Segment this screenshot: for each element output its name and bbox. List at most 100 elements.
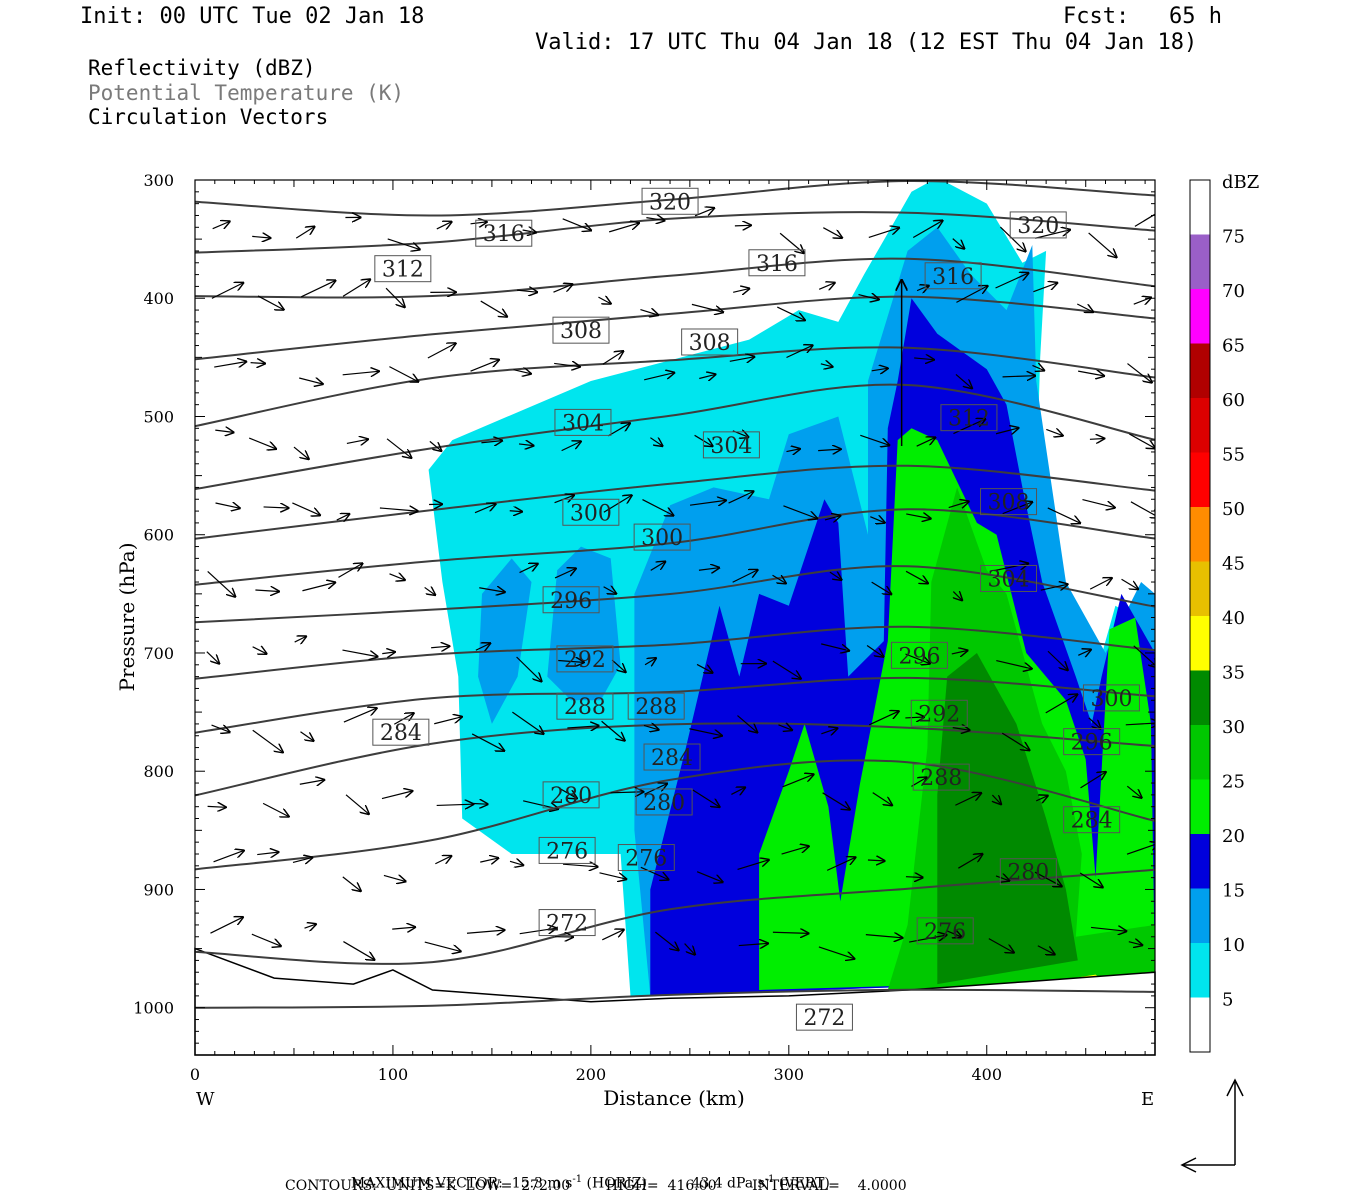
circulation-vector (207, 570, 235, 596)
circulation-vector (1045, 695, 1077, 714)
contour-label: 308 (980, 488, 1038, 516)
y-tick-label: 900 (143, 880, 174, 899)
colorbar-tick-label: 10 (1222, 935, 1245, 956)
circulation-vector (611, 659, 625, 672)
circulation-vector (858, 295, 878, 300)
contour-label: 304 (980, 564, 1038, 592)
contour-label-box (538, 909, 596, 937)
circulation-vector (1089, 578, 1111, 590)
contour-label-box (702, 431, 760, 459)
circulation-vector (602, 351, 623, 365)
circulation-vector (211, 283, 243, 299)
circulation-vector (509, 511, 522, 512)
circulation-vector (871, 581, 892, 594)
circulation-vector (608, 223, 639, 233)
circulation-vector (1082, 498, 1114, 508)
colorbar-tick-label: 20 (1222, 826, 1245, 847)
contour-label-box (940, 404, 998, 432)
circulation-vector (1127, 363, 1151, 383)
circulation-vector (434, 717, 461, 725)
circulation-vector (684, 943, 695, 955)
circulation-vector (603, 587, 616, 594)
theta-contour-line (195, 211, 1155, 254)
circulation-vector (988, 938, 1014, 953)
colorbar-swatch (1190, 289, 1210, 344)
contour-label: 284 (372, 718, 430, 746)
contour-label-text: 280 (643, 791, 685, 816)
circulation-vector (519, 928, 556, 935)
colorbar-tick-label: 45 (1222, 554, 1245, 575)
circulation-vector (906, 514, 930, 519)
theta-contour-line (195, 383, 1155, 491)
contour-label: 292 (556, 645, 614, 673)
circulation-vector (947, 931, 961, 937)
circulation-vector (379, 508, 418, 511)
contour-label-text: 308 (560, 319, 602, 344)
contour-label-box (556, 645, 614, 673)
circulation-vector (257, 852, 278, 854)
circulation-vector (1002, 376, 1035, 377)
contour-label-box (980, 564, 1038, 592)
circulation-vector (215, 430, 233, 432)
contour-label-text: 300 (1090, 687, 1132, 712)
colorbar-title: dBZ (1222, 172, 1259, 193)
circulation-vector (516, 656, 542, 681)
contour-label-box (1063, 806, 1121, 834)
circulation-vector (644, 373, 674, 381)
contour-label-box (633, 523, 691, 551)
contour-label: 308 (681, 328, 739, 356)
circulation-vector (822, 792, 850, 810)
contour-label-box (627, 692, 685, 720)
contour-label: 272 (795, 1003, 853, 1031)
circulation-vector (558, 660, 583, 662)
circulation-vector (474, 504, 495, 514)
theta-contour-line (195, 988, 1155, 1009)
contour-label-box (554, 408, 612, 436)
circulation-vector (215, 503, 240, 508)
contour-label-text: 300 (641, 526, 683, 551)
circulation-vector (300, 731, 313, 741)
contour-label-text: 304 (988, 567, 1030, 592)
circulation-vector (1129, 433, 1155, 448)
circulation-vector (729, 357, 754, 362)
colorbar-tick-label: 25 (1222, 772, 1245, 793)
circulation-vector (343, 941, 374, 960)
circulation-vector (692, 789, 720, 807)
circulation-vector (567, 726, 598, 728)
circulation-vector (299, 378, 322, 384)
circulation-vector (1125, 723, 1155, 725)
circulation-vector (471, 733, 504, 751)
contour-label: 296 (1063, 728, 1121, 756)
circulation-vector (473, 803, 487, 804)
circulation-vector (1078, 371, 1104, 376)
contour-label-text: 284 (380, 721, 422, 746)
circulation-vector (696, 663, 712, 672)
circulation-vector (389, 574, 405, 580)
contour-label: 284 (1063, 806, 1121, 834)
circulation-vector (516, 290, 537, 292)
circulation-vector (818, 449, 840, 451)
contour-label: 312 (374, 255, 432, 283)
circulation-vector (905, 570, 928, 583)
circulation-vector (601, 720, 625, 740)
circulation-vector (470, 222, 487, 224)
circulation-vector (737, 860, 769, 871)
contour-label: 320 (641, 187, 699, 215)
circulation-vector (436, 222, 452, 229)
circulation-vector (865, 935, 902, 938)
theta-contour-line (195, 295, 1155, 361)
contour-label-box (795, 1003, 853, 1031)
circulation-vector (737, 715, 757, 733)
footer-max-vector: MAXIMUM VECTOR: 15.3 m s-1 (HORIZ) 43.4 … (350, 1174, 830, 1192)
contour-label-box (542, 586, 600, 614)
colorbar-swatch (1190, 398, 1210, 453)
circulation-vector (338, 564, 362, 578)
circulation-vector (381, 791, 412, 800)
colorbar-tick-label: 30 (1222, 717, 1245, 738)
contour-label-box (980, 488, 1038, 516)
theta-contour-line (195, 257, 1155, 299)
circulation-vector (252, 647, 267, 654)
contour-label: 300 (633, 523, 691, 551)
colorbar-swatch (1190, 507, 1210, 562)
circulation-vector (948, 502, 969, 508)
